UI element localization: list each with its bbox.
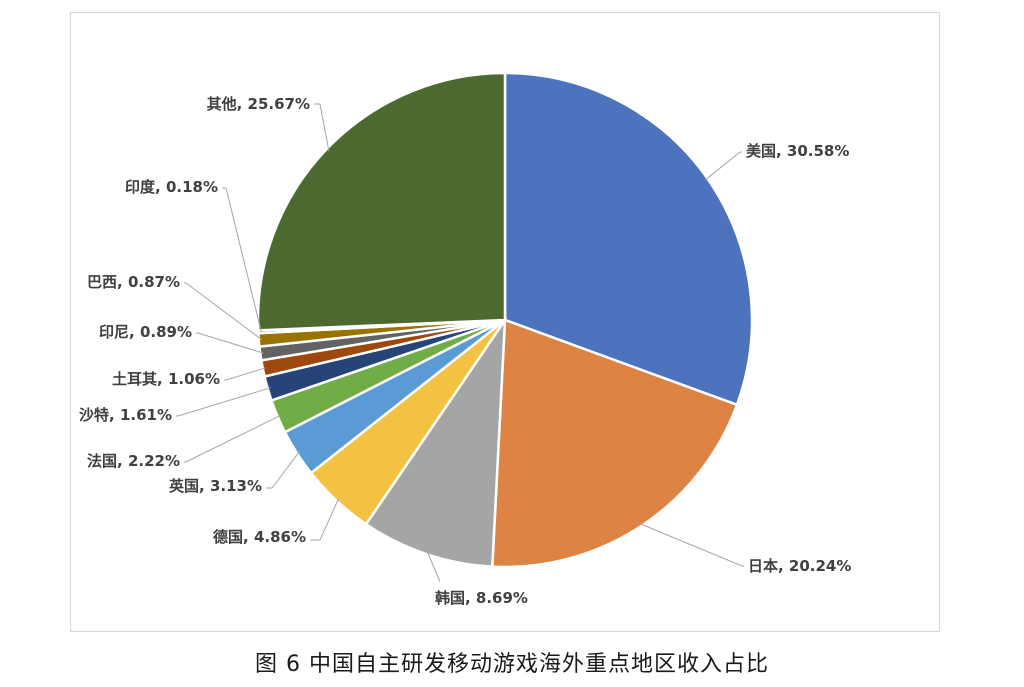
leader-line-9 [196,332,264,354]
slice-label-1: 美国, 30.58% [746,142,849,160]
slice-label-5: 英国, 3.13% [169,477,262,495]
leader-line-10 [184,282,263,341]
slice-label-2: 日本, 20.24% [748,557,851,575]
leader-lines [176,103,744,583]
slice-label-4: 德国, 4.86% [213,528,306,546]
slice-label-12: 其他, 25.67% [207,95,310,113]
leader-line-4 [310,498,340,541]
leader-line-3 [426,551,441,583]
pie-slice-3 [364,315,507,568]
slice-label-9: 印尼, 0.89% [99,323,192,341]
leader-line-7 [176,387,271,417]
leader-line-1 [704,151,742,181]
pie-slice-12 [256,71,507,332]
slice-labels: 美国, 30.58% 日本, 20.24% 韩国, 8.69% 德国, 4.86% 英国… [79,95,851,607]
leader-line-6 [184,414,281,463]
leader-line-5 [266,451,300,489]
leader-line-12 [314,103,330,152]
slice-label-6: 法国, 2.22% [87,452,180,470]
leader-line-11 [222,187,262,332]
leader-line-8 [224,367,266,381]
slice-label-8: 土耳其, 1.06% [112,370,220,388]
slice-label-7: 沙特, 1.61% [79,406,172,424]
leader-line-2 [639,523,744,567]
slice-label-10: 巴西, 0.87% [87,273,180,291]
slice-label-11: 印度, 0.18% [125,178,218,196]
pie-slice-2 [490,318,739,569]
figure-caption: 图 6 中国自主研发移动游戏海外重点地区收入占比 [255,652,769,677]
pie-slices [256,71,754,569]
slice-label-3: 韩国, 8.69% [435,589,528,607]
